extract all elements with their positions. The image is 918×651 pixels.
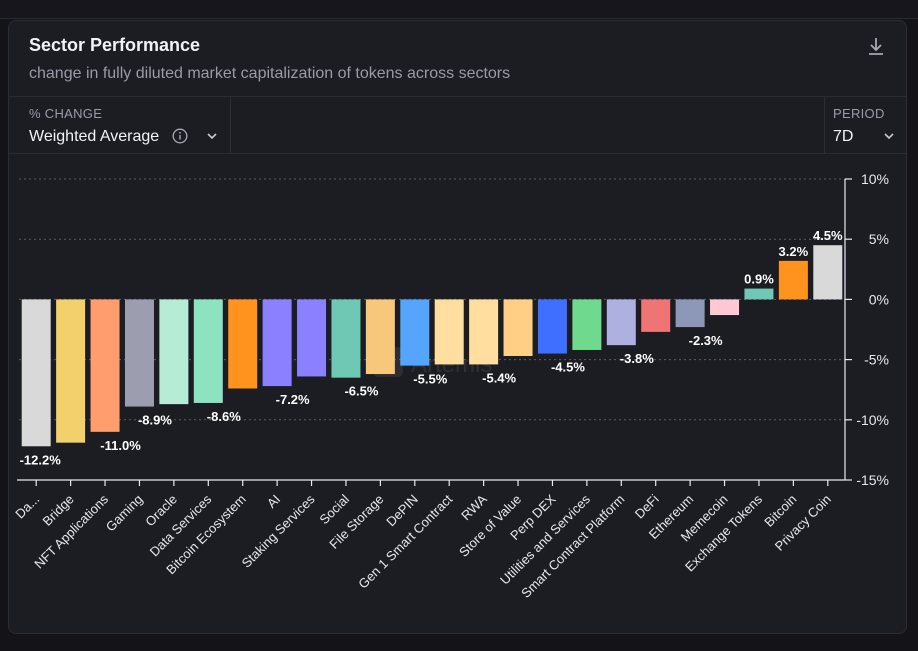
bar[interactable] [710, 299, 740, 316]
data-label: 0.9% [744, 272, 774, 287]
y-tick-label: -10% [856, 412, 889, 428]
data-label: -5.4% [482, 370, 516, 385]
bar[interactable] [56, 299, 86, 443]
y-tick-label: 5% [869, 231, 889, 247]
chart-controls: % CHANGE Weighted Average PERIOD 7D [9, 96, 906, 154]
bar[interactable] [744, 288, 774, 300]
download-icon[interactable] [866, 35, 886, 57]
bar[interactable] [778, 260, 808, 300]
period-value[interactable]: 7D [833, 128, 854, 145]
x-tick-label: DeFi [632, 491, 662, 521]
chevron-down-icon[interactable] [883, 130, 895, 142]
data-label: -8.9% [138, 413, 172, 428]
metric-value[interactable]: Weighted Average [29, 128, 160, 145]
bar[interactable] [331, 299, 361, 378]
data-label: -12.2% [20, 452, 62, 467]
metric-label: % CHANGE [29, 106, 103, 121]
bar[interactable] [675, 299, 705, 328]
data-label: -2.3% [689, 333, 723, 348]
bar[interactable] [297, 299, 327, 377]
sector-performance-card: Sector Performance change in fully dilut… [8, 20, 907, 634]
bar[interactable] [537, 299, 567, 354]
bar[interactable] [400, 299, 430, 366]
bar[interactable] [90, 299, 120, 432]
card-title: Sector Performance [29, 35, 201, 55]
bar[interactable] [228, 299, 258, 389]
bar[interactable] [503, 299, 533, 356]
bar-chart: Artemis -12.2%-11.0%-8.9% -8.6%-7.2%-6.5%… [12, 171, 889, 601]
x-tick-label: RWA [458, 491, 490, 523]
data-label: -6.5% [344, 384, 378, 399]
x-tick-label: Gaming [103, 492, 146, 535]
y-tick-label: -15% [856, 472, 889, 488]
info-icon[interactable] [172, 128, 188, 144]
bar[interactable] [365, 299, 395, 375]
bar[interactable] [572, 299, 602, 350]
bar[interactable] [606, 299, 636, 346]
metric-selector[interactable]: % CHANGE Weighted Average [9, 97, 231, 153]
card-subtitle: change in fully diluted market capitaliz… [29, 65, 511, 82]
y-tick-label: 10% [861, 171, 889, 187]
data-label: 3.2% [779, 244, 809, 259]
data-label: -3.8% [620, 351, 654, 366]
bar[interactable] [21, 299, 51, 447]
data-label: -11.0% [100, 438, 141, 453]
data-label: -8.6% [207, 409, 241, 424]
period-label: PERIOD [833, 106, 885, 121]
y-tick-label: -5% [864, 352, 889, 368]
bar[interactable] [262, 299, 292, 387]
bar[interactable] [124, 299, 154, 407]
y-tick-label: 0% [869, 291, 889, 307]
data-label: -4.5% [551, 360, 585, 375]
bar[interactable] [434, 299, 464, 365]
bar[interactable] [813, 245, 843, 300]
x-tick-label: Da... [12, 492, 42, 522]
period-selector[interactable]: PERIOD 7D [824, 97, 906, 153]
bar[interactable] [193, 299, 223, 403]
data-label: -5.5% [413, 372, 447, 387]
bar[interactable] [641, 299, 671, 332]
top-bar [0, 0, 918, 19]
data-label: -7.2% [276, 392, 310, 407]
x-tick-label: AI [264, 492, 283, 511]
bar[interactable] [159, 299, 189, 405]
data-label: 4.5% [813, 228, 843, 243]
chevron-down-icon[interactable] [206, 130, 218, 142]
bar[interactable] [469, 299, 499, 365]
